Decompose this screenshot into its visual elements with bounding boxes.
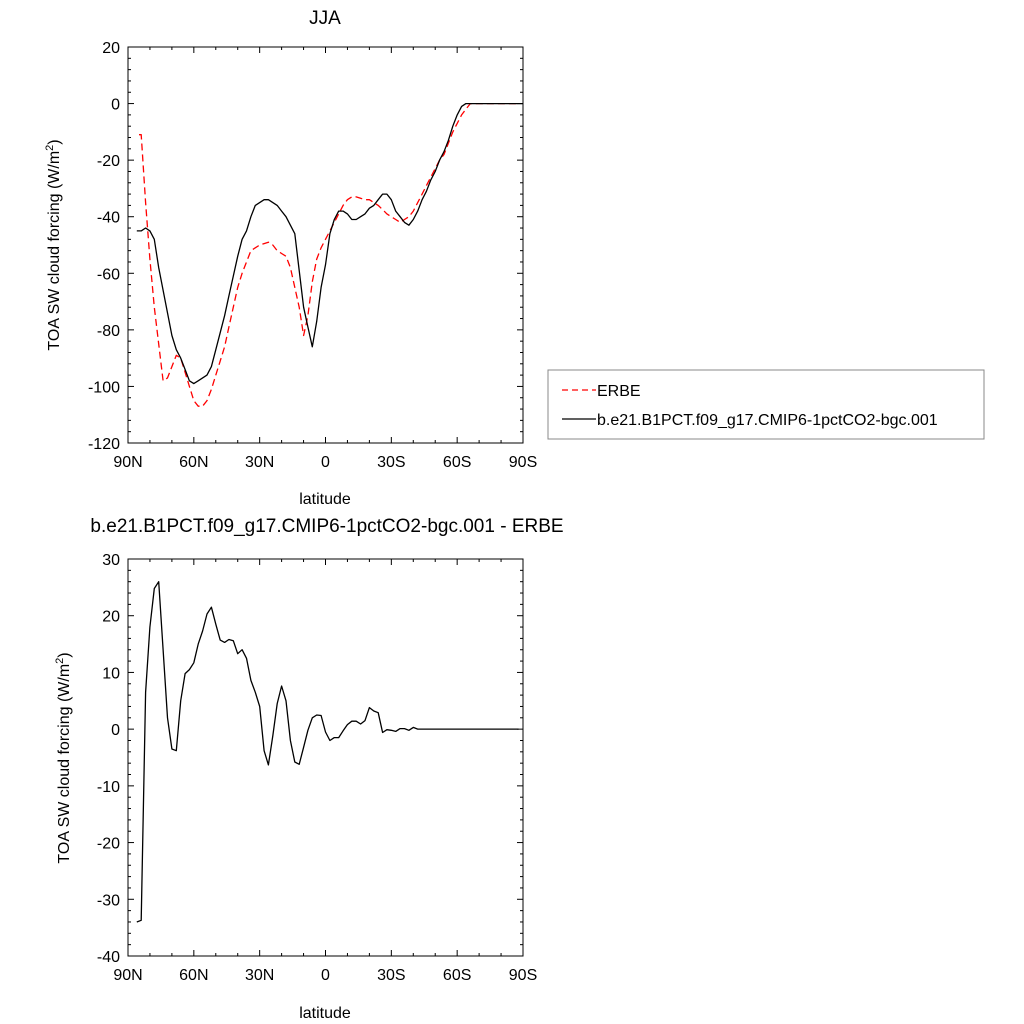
panel-top-y-tick-label: -100 [88,379,120,396]
panel-top-y-tick-label: 0 [111,97,120,114]
legend: ERBE b.e21.B1PCT.f09_g17.CMIP6-1pctCO2-b… [547,369,985,440]
panel-top-series [136,102,523,407]
panel-bottom-series [136,581,519,923]
panel-top-plot-frame [127,46,524,444]
panel-bottom-x-tick-label: 60S [443,967,471,984]
legend-label-model: b.e21.B1PCT.f09_g17.CMIP6-1pctCO2-bgc.00… [597,412,938,429]
panel-top-x-tick-label: 30S [377,454,405,471]
panel-bottom-x-axis-label: latitude [299,1005,351,1022]
panel-bottom-y-tick-label: 10 [102,665,120,682]
panel-top-x-tick-label: 60N [179,454,208,471]
panel-top-y-tick-label: -60 [97,266,120,283]
panel-top-y-tick-label: -40 [97,210,120,227]
panel-bottom-x-tick-label: 90N [113,967,142,984]
panel-top-x-tick-label: 90S [509,454,537,471]
panel-bottom-plot-frame [127,558,524,957]
legend-label-erbe: ERBE [597,383,641,400]
panel-top-y-tick-label: -20 [97,153,120,170]
panel-top-x-tick-label: 90N [113,454,142,471]
panel-top-y-axis-label: TOA SW cloud forcing (W/m2) [44,139,63,350]
panel-bottom-y-tick-label: -10 [97,779,120,796]
panel-top: JJA 90N 60N 30N 0 30S 60S 90S 20 0 -20 -40 -60 -80 -1… [44,8,985,508]
panel-top-y-tick-label: 20 [102,40,120,57]
panel-bottom-y-tick-label: -20 [97,836,120,853]
panel-top-series-line-erbe [139,102,519,407]
panel-bottom-x-tick-label: 60N [179,967,208,984]
panel-bottom-y-tick-label: -40 [97,949,120,966]
panel-top-y-tick-label: -80 [97,323,120,340]
panel-bottom-y-tick-label: 20 [102,609,120,626]
panel-bottom-y-tick-label: -30 [97,892,120,909]
legend-box [547,369,985,440]
panel-top-x-axis-label: latitude [299,491,351,508]
panel-bottom-x-tick-label: 0 [321,967,330,984]
panel-bottom-x-tick-label: 90S [509,967,537,984]
panel-top-ticks: 90N 60N 30N 0 30S 60S 90S 20 0 -20 -40 -60 -80 -100 -1… [88,40,537,471]
panel-top-x-tick-label: 0 [321,454,330,471]
panel-bottom-y-tick-label: 0 [111,722,120,739]
panel-bottom-x-tick-label: 30S [377,967,405,984]
panel-top-x-tick-label: 30N [245,454,274,471]
panel-bottom-y-tick-label: 30 [102,552,120,569]
panel-bottom: b.e21.B1PCT.f09_g17.CMIP6-1pctCO2-bgc.00… [54,516,564,1022]
panel-top-x-tick-label: 60S [443,454,471,471]
panel-bottom-x-tick-label: 30N [245,967,274,984]
panel-top-title: JJA [309,8,341,29]
panel-bottom-y-axis-label: TOA SW cloud forcing (W/m2) [54,652,73,863]
panel-bottom-series-line-model [136,581,519,923]
panel-bottom-title: b.e21.B1PCT.f09_g17.CMIP6-1pctCO2-bgc.00… [90,516,563,537]
panel-top-y-tick-label: -120 [88,436,120,453]
panel-bottom-ticks: 90N 60N 30N 0 30S 60S 90S 30 20 10 0 -10 -20 -30 -40 [97,552,537,984]
panel-top-series-line-model [136,102,523,385]
